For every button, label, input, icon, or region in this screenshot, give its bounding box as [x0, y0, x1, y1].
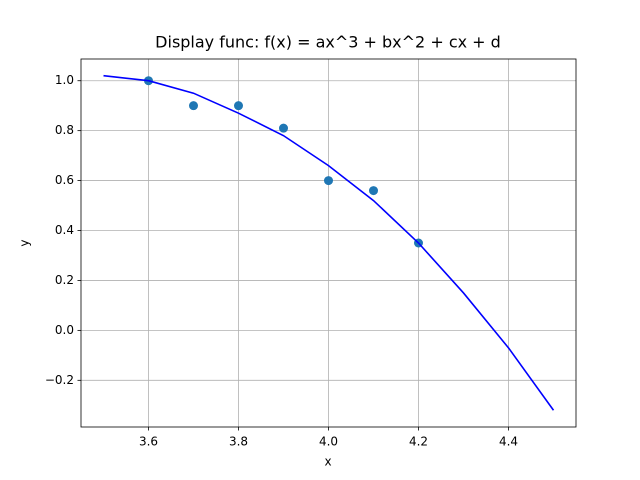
x-tick-label: 3.6 — [139, 435, 158, 449]
scatter-point — [324, 176, 333, 186]
x-tick-label: 4.0 — [319, 435, 338, 449]
plot-frame — [80, 58, 577, 428]
x-tick-label: 3.8 — [229, 435, 248, 449]
y-tick-label: 0.8 — [55, 123, 74, 137]
y-tick-label: 0.0 — [55, 323, 74, 337]
chart-title: Display func: f(x) = ax^3 + bx^2 + cx + … — [155, 33, 501, 52]
scatter-point — [234, 101, 243, 111]
y-tick-label: 1.0 — [55, 73, 74, 87]
y-tick-label: 0.6 — [55, 173, 74, 187]
y-axis-label: y — [18, 239, 32, 246]
scatter-point — [369, 186, 378, 196]
x-axis-label: x — [324, 455, 331, 469]
y-tick-label: −0.2 — [45, 373, 74, 387]
line-series — [103, 74, 555, 411]
x-tick-label: 4.2 — [409, 435, 428, 449]
scatter-point — [279, 123, 288, 133]
y-tick-label: 0.4 — [55, 223, 74, 237]
scatter-point — [189, 101, 198, 111]
x-tick-label: 4.4 — [499, 435, 518, 449]
y-tick-label: 0.2 — [55, 273, 74, 287]
